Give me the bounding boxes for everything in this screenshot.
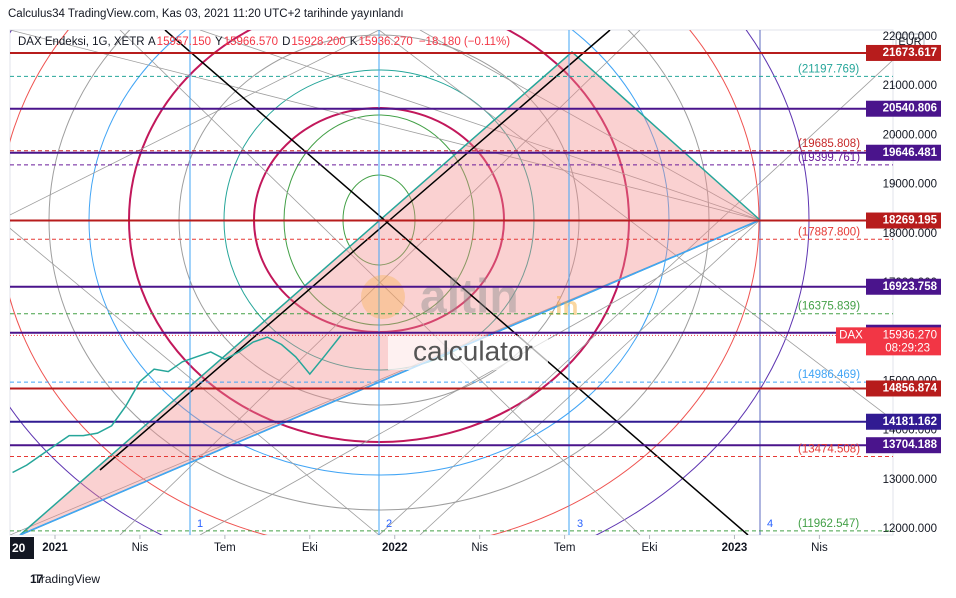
- level-label: (11962.547): [798, 518, 859, 530]
- level-price: 14181.162: [883, 416, 937, 428]
- level-box: [866, 413, 941, 430]
- cycle-label: 4: [767, 518, 773, 530]
- level-price: 20540.806: [883, 103, 937, 115]
- plot-area: [9, 29, 894, 536]
- cycle-label: 2: [386, 518, 392, 530]
- cycle-label: 1: [197, 518, 203, 530]
- level-box: [866, 212, 941, 229]
- level-box: [866, 100, 941, 117]
- header-title: Calculus34 TradingView.com, Kas 03, 2021…: [8, 8, 404, 20]
- x-tick-label: 2023: [722, 542, 748, 554]
- x-tick-label: Nis: [811, 542, 828, 554]
- watermark-brand: altin: [420, 271, 519, 324]
- y-tick-label: 12000.000: [883, 523, 937, 535]
- last-name-box: [836, 327, 866, 344]
- watermark-suffix: .in: [548, 291, 578, 321]
- y-tick-label: 21000.000: [883, 80, 937, 92]
- level-label: (19399.761): [798, 152, 860, 164]
- x-tick-label: Eki: [302, 542, 318, 554]
- level-box: [866, 144, 941, 161]
- last-price-box: [866, 327, 941, 356]
- level-label: (19685.808): [798, 138, 860, 150]
- cursor-box: [10, 537, 34, 559]
- ohlc-key: D: [282, 36, 290, 48]
- x-tick-label: Nis: [132, 542, 149, 554]
- change: −18.180 (−0.11%): [419, 36, 510, 48]
- level-price: 19646.481: [883, 147, 938, 159]
- watermark-caption: calculator: [413, 335, 533, 366]
- level-label: (13474.508): [798, 444, 860, 456]
- ohlc-value: 15957.150: [157, 36, 211, 48]
- y-tick-label: 18000.000: [883, 228, 937, 240]
- last-price: 15936.270: [883, 329, 937, 341]
- cursor-label: 20: [12, 541, 26, 555]
- tv-logo: 17: [30, 572, 44, 586]
- ohlc-key: K: [350, 36, 358, 48]
- x-tick-label: Nis: [471, 542, 488, 554]
- y-tick-label: 19000.000: [883, 179, 937, 191]
- cycle-label: 3: [577, 518, 583, 530]
- ohlc-value: 15928.200: [291, 36, 345, 48]
- x-tick-label: Tem: [214, 542, 236, 554]
- countdown: 08:29:23: [885, 342, 930, 354]
- price-line: [12, 334, 342, 474]
- levels: [10, 51, 893, 532]
- level-price: 14856.874: [883, 383, 938, 395]
- level-label: (14986.469): [798, 369, 860, 381]
- currency: EUR: [898, 36, 921, 48]
- level-price: 13704.188: [883, 439, 938, 451]
- ohlc-value: 15966.570: [224, 36, 278, 48]
- x-tick-label: Eki: [642, 542, 658, 554]
- ohlc-key: Y: [215, 36, 223, 48]
- y-tick-label: 20000.000: [883, 129, 937, 141]
- y-tick-label: 22000.000: [883, 31, 937, 43]
- x-tick-label: 2022: [382, 542, 408, 554]
- level-price: 21673.617: [883, 47, 937, 59]
- x-tick-label: Tem: [554, 542, 576, 554]
- level-box: [866, 380, 941, 397]
- ohlc-value: 15936.270: [358, 36, 412, 48]
- footer-brand: TradingView: [34, 572, 100, 586]
- level-price: 18269.195: [883, 215, 938, 227]
- level-price: 16923.758: [883, 281, 938, 293]
- level-box: [866, 437, 941, 454]
- level-label: (16375.839): [798, 301, 860, 313]
- level-box: [866, 278, 941, 295]
- level-label: (17887.800): [798, 226, 860, 238]
- level-label: (21197.769): [798, 63, 859, 75]
- last-name: DAX: [839, 329, 863, 341]
- level-box: [866, 44, 941, 61]
- ohlc-key: A: [148, 36, 156, 48]
- x-tick-label: 2021: [42, 542, 68, 554]
- y-tick-label: 13000.000: [883, 474, 937, 486]
- symbol-title: DAX Endeksi, 1G, XETR: [18, 36, 145, 48]
